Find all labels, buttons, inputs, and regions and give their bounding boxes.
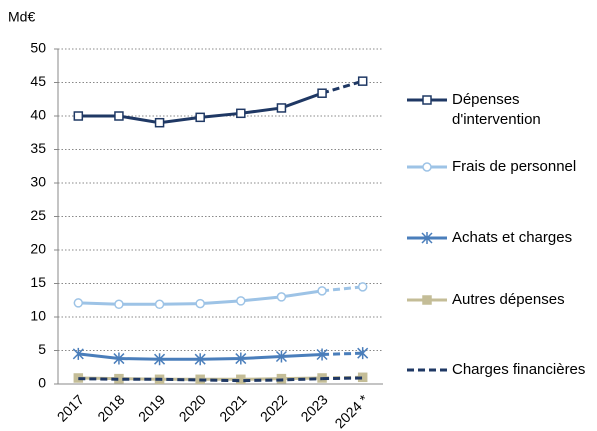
- y-tick-label: 15: [30, 274, 46, 290]
- series-forecast-line: [322, 351, 363, 357]
- y-tick-label: 35: [30, 140, 46, 156]
- marker: [357, 76, 368, 86]
- y-tick-label: 10: [30, 308, 46, 324]
- y-tick-label: 25: [30, 207, 46, 223]
- y-tick-label: 20: [30, 241, 46, 257]
- marker: [194, 353, 206, 366]
- marker: [154, 117, 165, 128]
- marker: [73, 111, 84, 121]
- x-tick-label: 2018: [94, 391, 127, 424]
- marker: [195, 298, 205, 309]
- marker: [72, 347, 84, 360]
- legend-label: Frais de personnel: [452, 158, 577, 175]
- legend-key: [407, 95, 447, 105]
- x-tick-label: 2023: [297, 391, 330, 424]
- y-tick-label: 50: [30, 40, 46, 56]
- y-tick-label: 40: [30, 107, 46, 123]
- marker: [236, 108, 246, 119]
- marker: [154, 299, 165, 310]
- y-tick-label: 0: [38, 375, 46, 391]
- series: [73, 76, 368, 128]
- marker: [316, 348, 328, 361]
- marker: [276, 292, 287, 302]
- marker: [422, 162, 432, 172]
- marker: [114, 299, 124, 310]
- marker: [235, 352, 247, 365]
- y-tick-label: 30: [30, 174, 46, 190]
- y-unit-label: Md€: [8, 9, 35, 25]
- marker: [422, 95, 432, 105]
- marker: [195, 112, 205, 123]
- series: [78, 376, 363, 383]
- x-tick-label: 2017: [54, 391, 87, 424]
- marker: [357, 347, 369, 360]
- marker: [317, 286, 327, 296]
- x-tick-label: 2021: [216, 391, 249, 424]
- series: [73, 282, 368, 310]
- series-forecast-line: [322, 376, 363, 381]
- series-forecast-line: [321, 285, 363, 293]
- x-tick-label: 2020: [176, 391, 209, 424]
- marker: [317, 88, 327, 98]
- marker: [421, 232, 433, 244]
- marker: [154, 353, 166, 366]
- marker: [276, 103, 287, 113]
- legend-label: Charges financières: [452, 361, 586, 378]
- legend-label: Autres dépenses: [452, 291, 565, 308]
- marker: [357, 282, 368, 292]
- x-tick-label: 2019: [135, 391, 168, 424]
- marker: [236, 296, 246, 306]
- x-tick-label: 2024 *: [331, 391, 371, 431]
- x-tick-label: 2022: [257, 391, 290, 424]
- legend-key: [407, 232, 447, 244]
- marker: [114, 111, 124, 121]
- series: [72, 347, 369, 366]
- marker: [73, 298, 84, 308]
- marker: [113, 352, 125, 365]
- legend-label: Dépenses d'intervention: [452, 91, 541, 128]
- marker: [422, 295, 432, 305]
- legend-key: [407, 162, 447, 172]
- y-tick-label: 5: [38, 341, 46, 357]
- series-line: [78, 377, 323, 383]
- legend-label: Achats et charges: [452, 229, 573, 246]
- legend-key: [407, 295, 447, 305]
- y-tick-label: 45: [30, 73, 46, 89]
- marker: [275, 350, 287, 363]
- series-forecast-line: [321, 79, 364, 95]
